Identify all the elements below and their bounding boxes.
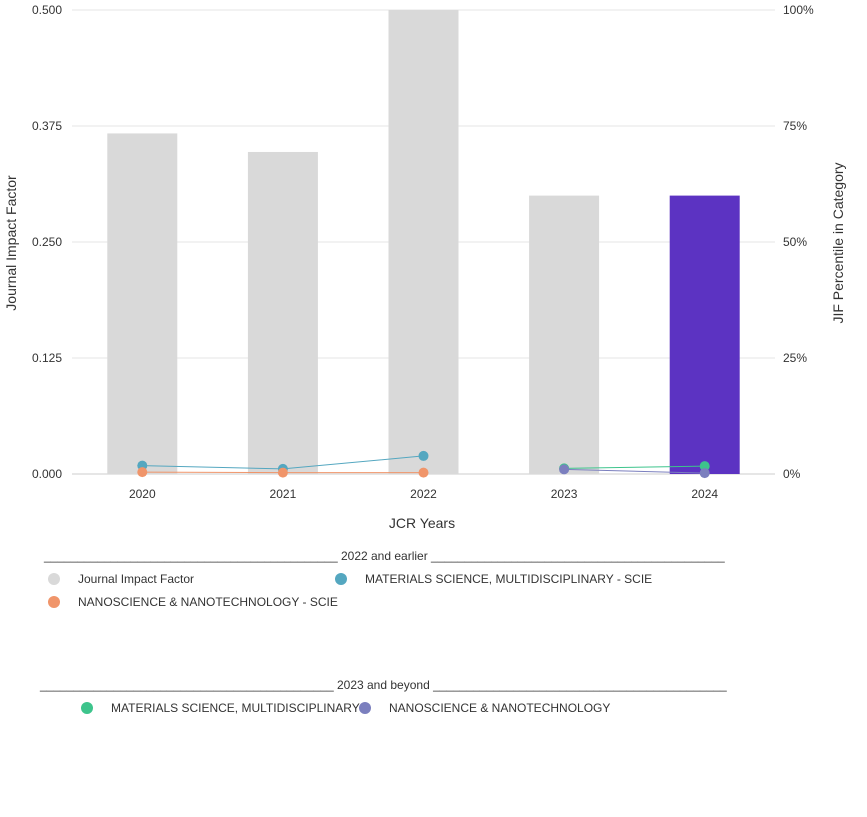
x-tick-label: 2022 <box>410 487 437 501</box>
bar-series <box>107 10 740 474</box>
legend-dot-icon <box>48 573 60 585</box>
series-point-3-2024[interactable] <box>699 468 710 479</box>
y2-tick-label: 25% <box>783 351 807 365</box>
y-tick-label: 0.375 <box>32 119 62 133</box>
bar-2024[interactable] <box>669 195 740 474</box>
bar-2021[interactable] <box>247 151 318 474</box>
legend-item-jif[interactable]: Journal Impact Factor <box>48 572 194 586</box>
legend-item-nano-scie[interactable]: NANOSCIENCE & NANOTECHNOLOGY - SCIE <box>48 595 338 609</box>
y-tick-label: 0.250 <box>32 235 62 249</box>
x-axis-title: JCR Years <box>389 515 455 531</box>
x-tick-label: 2024 <box>691 487 718 501</box>
impact-factor-chart: 0.000 0.125 0.250 0.375 0.500 0% 25% 50% 75% 100… <box>3 3 846 531</box>
x-tick-label: 2023 <box>551 487 578 501</box>
series-line-2 <box>564 465 705 469</box>
legend-item-materials[interactable]: MATERIALS SCIENCE, MULTIDISCIPLINARY <box>81 701 360 715</box>
legend-label: MATERIALS SCIENCE, MULTIDISCIPLINARY - S… <box>365 572 653 586</box>
bar-2023[interactable] <box>529 195 600 474</box>
series-line-3 <box>564 468 705 474</box>
x-tick-label: 2021 <box>270 487 297 501</box>
y2-tick-label: 0% <box>783 467 801 481</box>
series-point-2-2024[interactable] <box>699 461 710 472</box>
legend-item-nano[interactable]: NANOSCIENCE & NANOTECHNOLOGY <box>359 701 610 715</box>
line-series <box>137 450 710 479</box>
x-axis-ticks: 2020 2021 2022 2023 2024 <box>129 487 718 501</box>
x-tick-label: 2020 <box>129 487 156 501</box>
y-axis-ticks: 0.000 0.125 0.250 0.375 0.500 <box>32 3 62 481</box>
series-point-1-2022[interactable] <box>418 467 429 478</box>
legend-label: Journal Impact Factor <box>78 572 195 586</box>
legend-dot-icon <box>81 702 93 714</box>
y-tick-label: 0.125 <box>32 351 62 365</box>
y2-tick-label: 75% <box>783 119 807 133</box>
series-point-1-2020[interactable] <box>137 467 148 478</box>
series-point-3-2023[interactable] <box>559 464 570 475</box>
legend-label: NANOSCIENCE & NANOTECHNOLOGY <box>389 701 611 715</box>
series-point-1-2021[interactable] <box>277 467 288 478</box>
legend-item-materials-scie[interactable]: MATERIALS SCIENCE, MULTIDISCIPLINARY - S… <box>335 572 652 586</box>
legend-label: NANOSCIENCE & NANOTECHNOLOGY - SCIE <box>78 595 338 609</box>
bar-2020[interactable] <box>107 133 178 474</box>
y2-axis-title: JIF Percentile in Category <box>830 162 846 323</box>
legend-dot-icon <box>359 702 371 714</box>
y2-tick-label: 50% <box>783 235 807 249</box>
legend-group-2023-heading: ________________________________________… <box>40 678 727 692</box>
legend-dot-icon <box>335 573 347 585</box>
legend-dot-icon <box>48 596 60 608</box>
y2-axis-ticks: 0% 25% 50% 75% 100% <box>783 3 814 481</box>
y-axis-title: Journal Impact Factor <box>3 175 19 311</box>
series-point-0-2022[interactable] <box>418 450 429 461</box>
y-tick-label: 0.000 <box>32 467 62 481</box>
bar-2022[interactable] <box>388 10 459 474</box>
y2-tick-label: 100% <box>783 3 814 17</box>
legend-group-2022-heading: ________________________________________… <box>44 549 725 563</box>
legend-label: MATERIALS SCIENCE, MULTIDISCIPLINARY <box>111 701 360 715</box>
y-tick-label: 0.500 <box>32 3 62 17</box>
